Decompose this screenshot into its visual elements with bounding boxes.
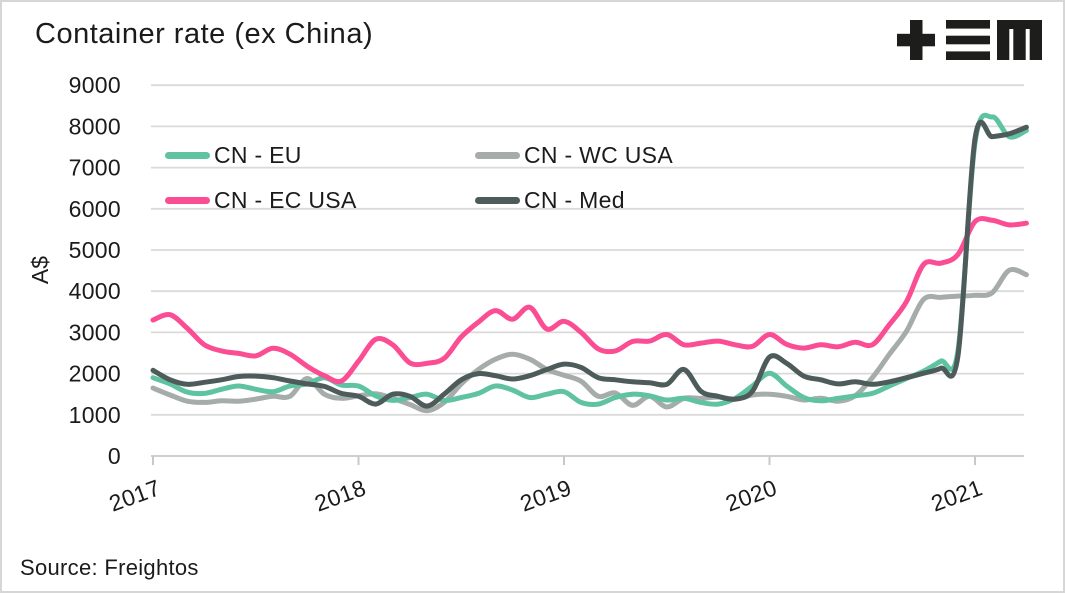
tem-logo-icon xyxy=(897,20,1042,60)
legend-label: CN - Med xyxy=(524,186,625,213)
x-tick-label: 2019 xyxy=(517,474,575,516)
legend-label: CN - WC USA xyxy=(524,141,673,168)
y-tick-label: 5000 xyxy=(69,237,121,263)
y-tick-label: 2000 xyxy=(69,361,121,387)
chart-title: Container rate (ex China) xyxy=(35,18,374,50)
y-tick-label: 4000 xyxy=(69,278,121,304)
legend-swatch xyxy=(475,151,520,159)
m-glyph-icon xyxy=(997,20,1042,60)
y-tick-label: 9000 xyxy=(69,72,121,98)
legend-item-cn-eu: CN - EU xyxy=(165,141,302,168)
y-tick-label: 1000 xyxy=(69,402,121,428)
x-tick-label: 2017 xyxy=(106,474,164,516)
y-tick-label: 3000 xyxy=(69,319,121,345)
legend-item-cn-ec-usa: CN - EC USA xyxy=(165,186,357,213)
y-axis-title: A$ xyxy=(27,256,53,284)
y-tick-label: 7000 xyxy=(69,155,121,181)
series-line-cn-med xyxy=(150,119,1029,409)
x-tick-label: 2020 xyxy=(722,474,780,516)
legend-label: CN - EU xyxy=(214,141,302,168)
y-tick-label: 8000 xyxy=(69,113,121,139)
series-line-cn-ec-usa xyxy=(150,216,1029,385)
legend-item-cn-wc-usa: CN - WC USA xyxy=(475,141,673,168)
legend-swatch xyxy=(165,151,210,159)
legend-swatch xyxy=(165,196,210,204)
y-tick-label: 6000 xyxy=(69,196,121,222)
legend-label: CN - EC USA xyxy=(214,186,357,213)
three-bars-icon xyxy=(946,20,990,60)
y-tick-label: 0 xyxy=(108,443,121,469)
legend-swatch xyxy=(475,196,520,204)
x-tick-label: 2021 xyxy=(928,474,986,516)
source-caption: Source: Freightos xyxy=(20,555,199,580)
plus-icon xyxy=(897,20,935,60)
legend-item-cn-med: CN - Med xyxy=(475,186,625,213)
x-tick-label: 2018 xyxy=(311,474,369,516)
